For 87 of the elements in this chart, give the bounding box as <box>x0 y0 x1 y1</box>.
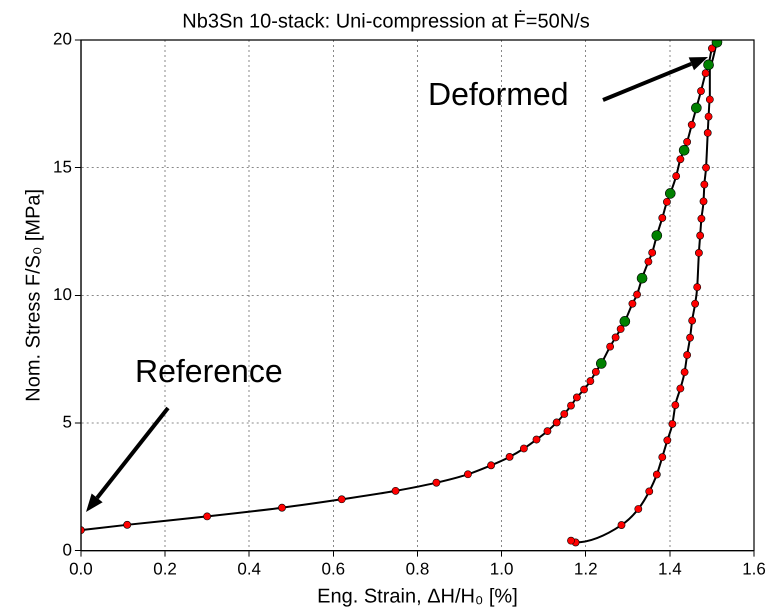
point <box>596 358 607 369</box>
point <box>432 478 440 487</box>
y-tick-label: 10 <box>52 284 72 304</box>
point <box>278 504 286 512</box>
point <box>672 172 680 180</box>
y-tick-label: 20 <box>52 30 72 49</box>
point <box>664 188 676 199</box>
annotation: Reference <box>135 353 283 389</box>
point <box>678 144 690 156</box>
point <box>520 444 528 452</box>
x-tick-label: 0.2 <box>153 559 177 578</box>
point <box>592 368 600 376</box>
point <box>676 384 684 392</box>
y-tick-label: 0 <box>62 540 72 560</box>
x-tick-label: 1.6 <box>742 559 766 578</box>
y-axis-title: Nom. Stress F/S₀ [MPa] <box>22 188 45 402</box>
point <box>560 410 568 418</box>
point <box>648 248 656 257</box>
y-tick-label: 5 <box>62 412 72 432</box>
point <box>338 495 346 504</box>
point <box>671 401 680 409</box>
point <box>572 394 581 402</box>
point <box>586 377 594 385</box>
point <box>634 505 642 513</box>
point <box>123 520 132 529</box>
point <box>580 386 588 394</box>
point <box>636 272 648 284</box>
point <box>688 316 696 324</box>
point <box>658 214 666 222</box>
point <box>694 249 703 257</box>
point <box>676 155 684 164</box>
point <box>658 453 666 462</box>
point <box>644 258 652 266</box>
point <box>464 470 472 478</box>
point <box>567 536 575 545</box>
point <box>628 300 636 308</box>
x-tick-label: 1.0 <box>490 559 514 578</box>
point <box>652 470 661 478</box>
point <box>203 512 212 520</box>
point <box>544 427 552 436</box>
point <box>683 351 692 359</box>
point <box>691 102 702 114</box>
point <box>697 87 705 95</box>
x-tick-label: 0.4 <box>237 559 261 578</box>
point <box>700 180 708 188</box>
point <box>683 138 692 146</box>
point <box>708 44 716 52</box>
y-tick-label: 15 <box>52 157 72 176</box>
point <box>620 316 630 327</box>
point <box>698 214 706 223</box>
point <box>706 96 714 104</box>
point <box>688 120 696 129</box>
point <box>663 198 671 206</box>
point <box>691 300 700 308</box>
point <box>663 436 672 444</box>
point <box>506 453 514 461</box>
point <box>392 486 400 495</box>
x-tick-label: 1.4 <box>658 559 682 578</box>
point <box>700 197 708 206</box>
point <box>704 112 712 120</box>
x-tick-label: 1.2 <box>574 559 598 578</box>
point <box>487 461 495 470</box>
chart-title: Nb3Sn 10-stack: Uni-compression at Ḟ=50N/s <box>182 10 590 33</box>
point <box>567 402 575 410</box>
point <box>645 487 654 496</box>
point <box>652 230 662 241</box>
annotation: Deformed <box>428 76 568 112</box>
point <box>612 334 620 342</box>
point <box>616 325 625 333</box>
point <box>702 164 710 172</box>
point <box>532 436 540 444</box>
point <box>686 334 694 342</box>
point <box>618 521 626 529</box>
x-axis-title: Eng. Strain, ΔH/H₀ [%] <box>317 586 518 608</box>
x-tick-label: 0.6 <box>322 559 346 578</box>
point <box>680 368 688 376</box>
point <box>696 232 704 240</box>
point <box>702 69 710 78</box>
point <box>704 129 712 137</box>
point <box>606 342 614 351</box>
point <box>668 420 676 428</box>
x-tick-label: 0.8 <box>406 559 430 578</box>
x-tick-label: 0.0 <box>69 559 93 578</box>
point <box>703 59 714 70</box>
point <box>633 290 641 298</box>
point <box>552 418 561 426</box>
point <box>693 283 702 292</box>
